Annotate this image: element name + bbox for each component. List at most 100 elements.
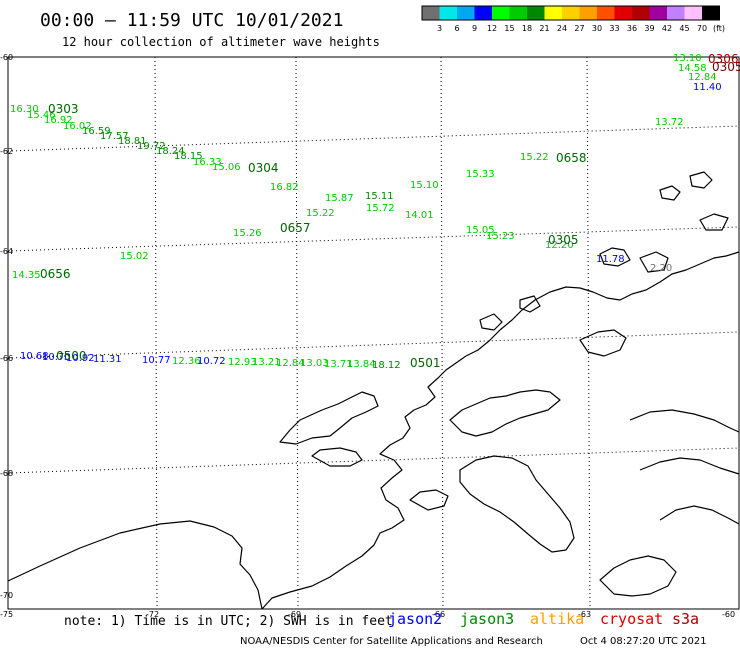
swh-value: 12.84 bbox=[276, 358, 305, 369]
inner-coast bbox=[459, 455, 575, 553]
swh-value: 14.58 bbox=[678, 63, 707, 74]
colorbar-label: 39 bbox=[644, 24, 654, 33]
swh-value: 11.31 bbox=[93, 354, 122, 365]
legend-cryosat: cryosat bbox=[600, 610, 663, 628]
track-id-label: 0305 bbox=[712, 60, 740, 74]
island-coast bbox=[659, 185, 681, 201]
colorbar-swatches bbox=[421, 5, 720, 21]
coastline bbox=[7, 171, 740, 610]
track-id-label: 0657 bbox=[280, 221, 311, 235]
colorbar-label: 45 bbox=[679, 24, 689, 33]
lat-label: -62 bbox=[0, 147, 13, 156]
swh-value: 15.06 bbox=[212, 162, 241, 173]
track-0306: 0306 0305 bbox=[708, 52, 740, 74]
colorbar-swatch bbox=[457, 6, 475, 20]
legend-jason3: jason3 bbox=[460, 610, 514, 628]
swh-value: 13.03 bbox=[300, 358, 329, 369]
island-coast bbox=[479, 313, 503, 331]
map-title: 00:00 – 11:59 UTC 10/01/2021 bbox=[40, 10, 343, 31]
swh-value: 15.23 bbox=[486, 231, 515, 242]
track-0500: 10.68 10.70 10.92 11.31 10.77 12.36 10.7… bbox=[20, 349, 441, 371]
colorbar-label: 30 bbox=[592, 24, 602, 33]
swh-value: 15.46 bbox=[27, 110, 56, 121]
colorbar-label: 70 bbox=[697, 24, 707, 33]
colorbar-swatch bbox=[684, 6, 702, 20]
colorbar-swatch bbox=[544, 6, 562, 20]
graticule bbox=[7, 56, 740, 610]
inner-coast bbox=[599, 555, 677, 597]
swh-value: 15.72 bbox=[366, 203, 395, 214]
track-0656: 14.35 15.02 15.26 15.22 15.10 15.33 15.2… bbox=[12, 53, 717, 281]
swh-value: 12.20 bbox=[545, 240, 574, 251]
colorbar-swatch bbox=[614, 6, 632, 20]
colorbar-label: 12 bbox=[487, 24, 497, 33]
swh-value: 15.10 bbox=[410, 180, 439, 191]
track-id-label: 0658 bbox=[556, 151, 587, 165]
antarctic-peninsula-coast bbox=[7, 251, 740, 610]
track-0303: 16.30 15.46 16.92 16.02 16.59 17.57 18.8… bbox=[10, 102, 579, 251]
colorbar-label: 21 bbox=[539, 24, 549, 33]
swh-value: 10.68 bbox=[20, 351, 49, 362]
colorbar-swatch bbox=[632, 6, 650, 20]
track-0305-values: 11.78 2.20 11.40 bbox=[596, 82, 722, 274]
swh-value: 15.02 bbox=[120, 251, 149, 262]
colorbar-swatch bbox=[492, 6, 510, 20]
colorbar-swatch bbox=[649, 6, 667, 20]
swh-value: 13.84 bbox=[347, 359, 376, 370]
swh-value: 16.02 bbox=[63, 121, 92, 132]
map-subtitle: 12 hour collection of altimeter wave hei… bbox=[62, 35, 380, 49]
colorbar-swatch bbox=[667, 6, 685, 20]
colorbar-unit: (ft) bbox=[713, 24, 725, 33]
swh-value: 16.33 bbox=[193, 157, 222, 168]
footer-timestamp: Oct 4 08:27:20 UTC 2021 bbox=[580, 636, 707, 647]
colorbar-label: 6 bbox=[454, 24, 459, 33]
inner-coast bbox=[639, 457, 740, 475]
swh-value: 15.22 bbox=[520, 152, 549, 163]
track-id-label: 0501 bbox=[410, 356, 441, 370]
swh-value: 11.78 bbox=[596, 254, 625, 265]
colorbar-label: 33 bbox=[609, 24, 619, 33]
island-coast bbox=[599, 247, 631, 267]
island-coast bbox=[311, 447, 363, 467]
swh-value: 10.92 bbox=[66, 353, 95, 364]
swh-value: 17.57 bbox=[100, 131, 129, 142]
lon-label: -75 bbox=[0, 610, 13, 619]
lon-labels: -75 -72 -69 -66 -63 -60 bbox=[0, 610, 735, 619]
swh-value: 11.40 bbox=[693, 82, 722, 93]
lon-label: -66 bbox=[432, 610, 445, 619]
colorbar-swatch bbox=[597, 6, 615, 20]
legend-s3a: s3a bbox=[672, 610, 699, 628]
swh-value: 12.84 bbox=[688, 72, 717, 83]
swh-value: 14.35 bbox=[12, 270, 41, 281]
colorbar-swatch bbox=[527, 6, 545, 20]
swh-value: 15.87 bbox=[325, 193, 354, 204]
legend-altika: altika bbox=[530, 610, 584, 628]
swh-value: 12.93 bbox=[228, 357, 257, 368]
island-coast bbox=[689, 171, 713, 189]
inner-coast bbox=[629, 409, 740, 433]
colorbar-swatch bbox=[509, 6, 527, 20]
lat-label: -70 bbox=[0, 591, 13, 600]
colorbar-swatch bbox=[439, 6, 457, 20]
track-id-label: 0500 bbox=[56, 349, 87, 363]
colorbar-swatch bbox=[579, 6, 597, 20]
track-id-label: 0656 bbox=[40, 267, 71, 281]
swh-value: 10.72 bbox=[197, 356, 226, 367]
island-coast bbox=[699, 213, 729, 231]
ice-shelf-edge bbox=[279, 391, 379, 445]
lon-label: -72 bbox=[146, 610, 159, 619]
swh-value: 15.33 bbox=[466, 169, 495, 180]
lon-label: -69 bbox=[288, 610, 301, 619]
map-frame bbox=[7, 56, 740, 610]
swh-value: 12.36 bbox=[172, 356, 201, 367]
swh-value: 16.82 bbox=[270, 182, 299, 193]
inner-coast bbox=[449, 389, 561, 437]
colorbar-swatch bbox=[702, 6, 720, 20]
lon-label: -63 bbox=[578, 610, 591, 619]
swh-value: 15.11 bbox=[365, 191, 394, 202]
colorbar-frame bbox=[421, 5, 720, 21]
colorbar-swatch bbox=[474, 6, 492, 20]
lat-label: -60 bbox=[0, 53, 13, 62]
inner-coast bbox=[659, 505, 740, 525]
swh-value: 14.01 bbox=[405, 210, 434, 221]
